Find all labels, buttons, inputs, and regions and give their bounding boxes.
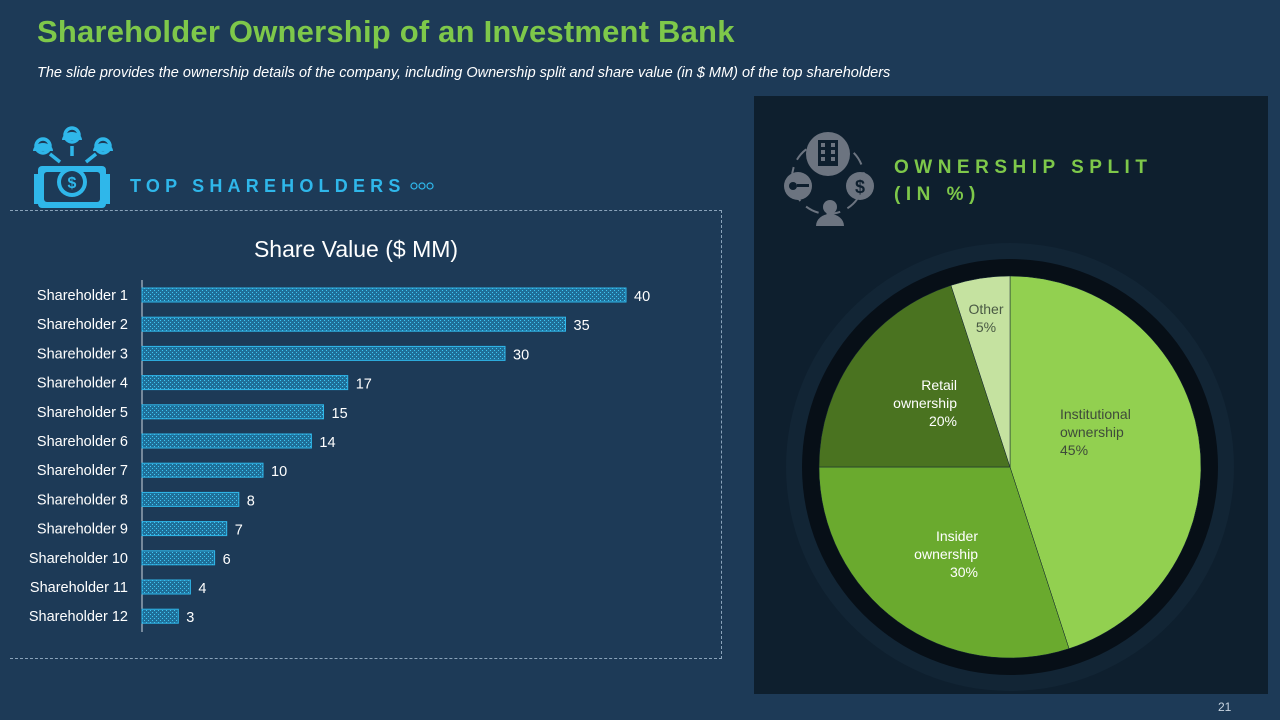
people-money-icon: $ xyxy=(33,126,113,208)
bar-category-label: Shareholder 1 xyxy=(37,288,128,304)
bar-value-label: 17 xyxy=(356,377,372,393)
bar-chart-title: Share Value ($ MM) xyxy=(254,236,458,262)
pie-slice-label: Insider ownership 30% xyxy=(914,528,978,580)
bar-category-label: Shareholder 3 xyxy=(37,346,128,362)
bar-category-label: Shareholder 5 xyxy=(37,405,128,421)
bar-value-label: 14 xyxy=(319,435,335,451)
bar-category-label: Shareholder 9 xyxy=(37,522,128,538)
three-dots-icon xyxy=(410,182,434,190)
pie-slice xyxy=(1009,275,1202,649)
bar-value-label: 15 xyxy=(332,406,348,422)
bar-chart-panel xyxy=(10,210,722,659)
bar-value-label: 7 xyxy=(235,523,243,539)
bar xyxy=(141,345,506,361)
bar xyxy=(141,521,228,537)
bar xyxy=(141,608,179,624)
svg-text:$: $ xyxy=(855,177,865,197)
bar xyxy=(141,462,264,478)
ownership-split-heading: OWNERSHIP SPLIT (IN %) xyxy=(894,154,1152,208)
bar-value-label: 35 xyxy=(574,318,590,334)
bar-value-label: 6 xyxy=(223,552,231,568)
pie-slice-label: Other 5% xyxy=(968,301,1003,335)
pie-slice xyxy=(950,275,1011,468)
pie-chart: Institutional ownership 45% Insider ownershi… xyxy=(786,243,1234,691)
bar-chart: Share Value ($ MM) Shareholder 1 40 Shareh… xyxy=(29,236,650,632)
bar-value-label: 40 xyxy=(634,289,650,305)
bar xyxy=(141,316,566,332)
bar-value-label: 10 xyxy=(271,464,287,480)
bar-category-label: Shareholder 12 xyxy=(29,609,128,625)
bar xyxy=(141,375,349,391)
pie-slice-label: Institutional ownership 45% xyxy=(1060,406,1131,458)
pie-slice-label: Retail ownership 20% xyxy=(893,377,957,429)
svg-text:$: $ xyxy=(68,175,77,192)
ownership-heading-line1: OWNERSHIP SPLIT xyxy=(894,157,1153,178)
ownership-heading-line2: (IN %) xyxy=(894,184,981,205)
building-network-icon: $ xyxy=(784,132,874,226)
bar-category-label: Shareholder 8 xyxy=(37,492,128,508)
bar-value-label: 30 xyxy=(513,347,529,363)
bar xyxy=(141,550,216,566)
bar xyxy=(141,579,191,595)
bar-category-label: Shareholder 10 xyxy=(29,551,128,567)
slide-title: Shareholder Ownership of an Investment B… xyxy=(37,14,735,49)
bar xyxy=(141,491,240,507)
bar-category-label: Shareholder 4 xyxy=(37,376,128,392)
top-shareholders-heading: TOP SHAREHOLDERS xyxy=(130,176,406,196)
bar xyxy=(141,404,324,420)
bar-category-label: Shareholder 6 xyxy=(37,434,128,450)
bar-value-label: 3 xyxy=(186,610,194,626)
bar-value-label: 4 xyxy=(198,581,206,597)
bar-category-label: Shareholder 7 xyxy=(37,463,128,479)
bar-value-label: 8 xyxy=(247,493,255,509)
bar-category-label: Shareholder 2 xyxy=(37,317,128,333)
bar-category-label: Shareholder 11 xyxy=(30,580,128,596)
page-number: 21 xyxy=(1218,700,1232,714)
bar xyxy=(141,433,312,449)
bar xyxy=(141,287,627,303)
ownership-panel: $ OWNERSHIP SPLIT (IN %) Institutional ow… xyxy=(754,96,1268,694)
pie-slice xyxy=(818,466,1070,659)
pie-slice xyxy=(818,285,1011,468)
slide-subtitle: The slide provides the ownership details… xyxy=(37,65,891,81)
